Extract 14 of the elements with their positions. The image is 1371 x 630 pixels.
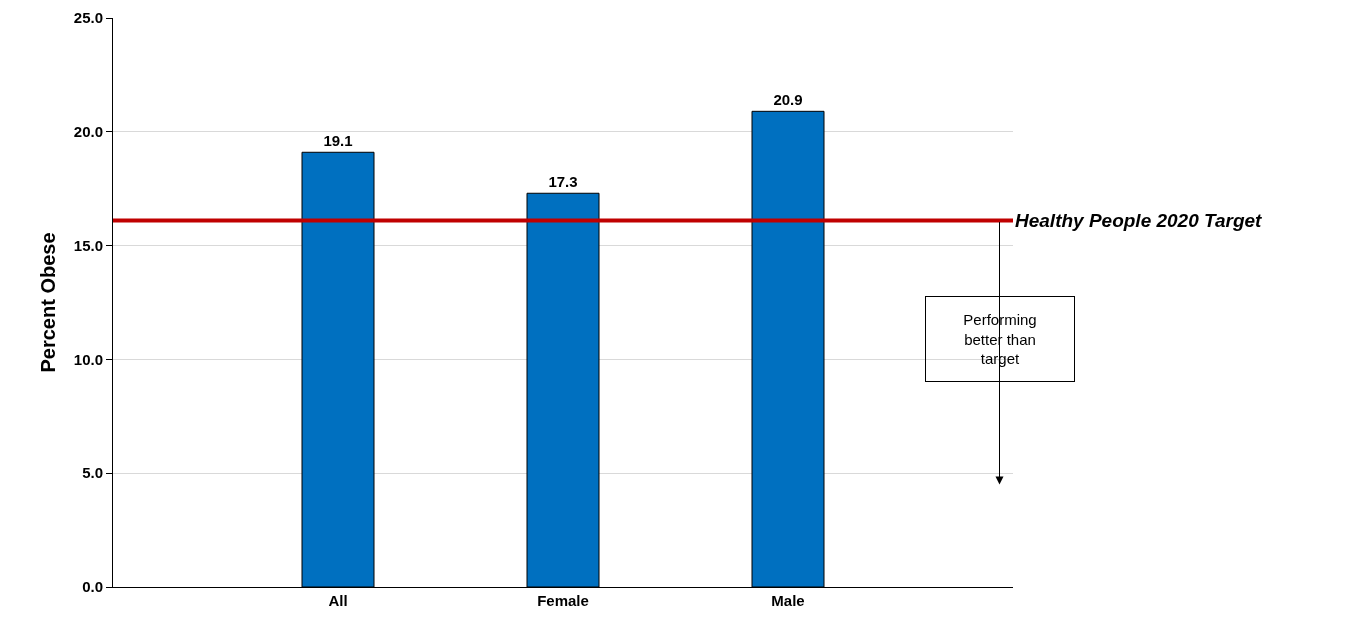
x-tick-label: Male <box>771 592 805 609</box>
y-tick-label: 20.0 <box>73 123 103 141</box>
y-tick-label: 0.0 <box>82 578 103 596</box>
data-label: 17.3 <box>548 173 578 191</box>
y-tick-label: 5.0 <box>82 464 103 482</box>
data-label: 20.9 <box>773 91 803 109</box>
y-axis-title: Percent Obese <box>37 232 60 373</box>
x-tick-label: All <box>328 592 348 609</box>
y-tick-label: 15.0 <box>73 236 103 254</box>
ref-line-label: Healthy People 2020 Target <box>1015 210 1263 231</box>
x-tick-label: Female <box>537 592 589 609</box>
y-tick-label: 25.0 <box>73 9 103 27</box>
data-label: 19.1 <box>323 132 353 150</box>
y-tick-label: 10.0 <box>73 350 103 368</box>
